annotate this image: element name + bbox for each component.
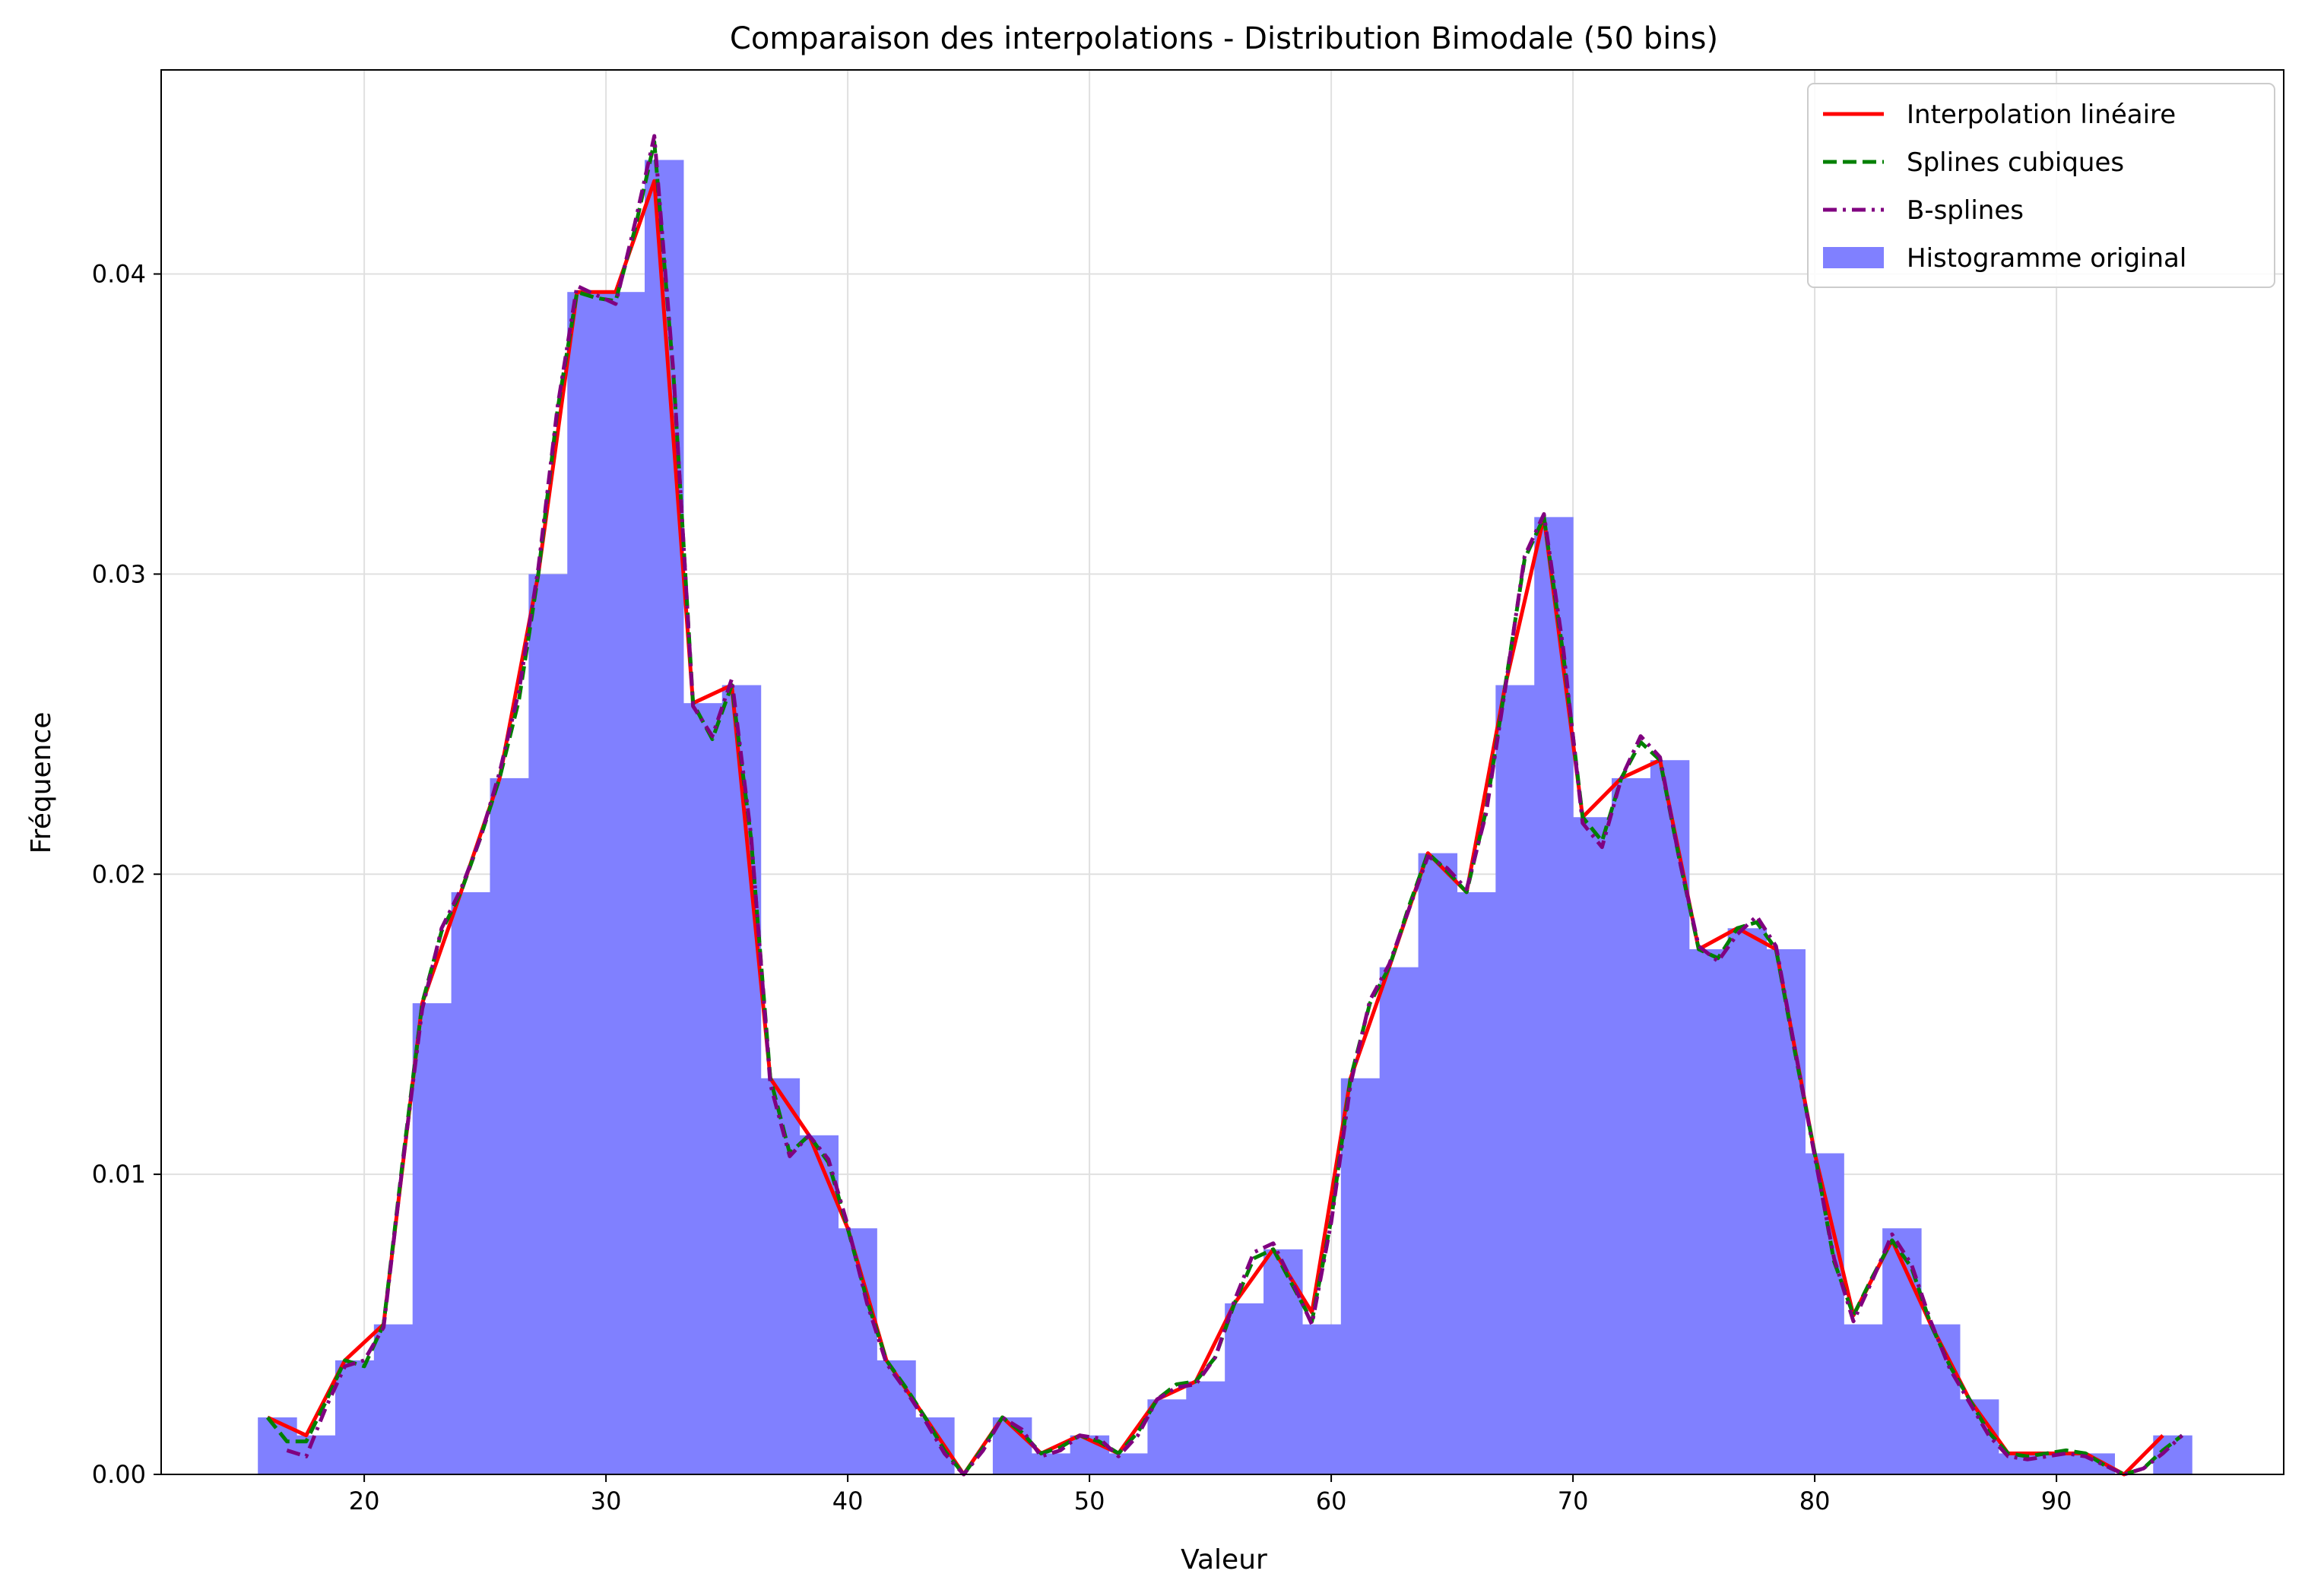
histogram-bar (1108, 1453, 1149, 1474)
legend-swatch (1823, 247, 1884, 268)
histogram-bar (1147, 1399, 1187, 1474)
x-tick-label: 50 (1074, 1487, 1105, 1515)
y-tick-label: 0.00 (92, 1460, 146, 1489)
histogram-bar (1457, 891, 1496, 1474)
histogram-bar (1727, 928, 1768, 1474)
y-axis-ticks: 0.00 0.01 0.02 0.03 0.04 (92, 260, 161, 1489)
x-axis-ticks: 20 30 40 50 60 70 80 90 (349, 1474, 2072, 1515)
histogram-bar (567, 292, 607, 1475)
x-tick-label: 80 (1799, 1487, 1831, 1515)
histogram-bar (490, 777, 529, 1474)
legend-label: Histogramme original (1907, 243, 2186, 274)
legend-label: Splines cubiques (1907, 147, 2124, 178)
histogram-bar (1302, 1324, 1342, 1474)
interpolation-lines (265, 134, 2184, 1477)
histogram-bar (1379, 967, 1419, 1474)
histogram-bar (721, 685, 762, 1474)
histogram-bar (1534, 517, 1574, 1475)
histogram-bar (1263, 1249, 1303, 1474)
histogram-bar (1186, 1381, 1225, 1474)
x-tick-label: 20 (349, 1487, 380, 1515)
legend-label: Interpolation linéaire (1907, 100, 2176, 130)
histogram-bar (373, 1324, 414, 1474)
y-tick-label: 0.03 (92, 559, 146, 588)
histogram-bar (1573, 817, 1612, 1474)
x-tick-label: 60 (1316, 1487, 1347, 1515)
histogram-bar (1225, 1303, 1264, 1474)
y-tick-label: 0.01 (92, 1160, 146, 1189)
histogram-bar (683, 703, 723, 1474)
legend-label: B-splines (1907, 195, 2024, 226)
histogram-bar (412, 1003, 452, 1474)
histogram-bar (606, 292, 645, 1475)
x-tick-label: 40 (832, 1487, 864, 1515)
histogram-bar (1766, 948, 1806, 1474)
histogram-bar (258, 1417, 297, 1474)
histogram-bar (1031, 1453, 1071, 1474)
histogram-bar (1844, 1324, 1883, 1474)
series-line-1 (266, 179, 2164, 1477)
chart-title: Comparaison des interpolations - Distrib… (730, 21, 1718, 56)
x-axis-label: Valeur (1181, 1544, 1267, 1575)
x-tick-label: 90 (2041, 1487, 2072, 1515)
histogram-bar (1340, 1078, 1381, 1474)
x-tick-label: 70 (1558, 1487, 1589, 1515)
y-tick-label: 0.02 (92, 860, 146, 888)
histogram-bar (1688, 948, 1729, 1474)
histogram-bar (915, 1417, 955, 1474)
histogram-bar (760, 1078, 801, 1474)
histogram-bar (334, 1360, 375, 1474)
y-axis-label: Fréquence (26, 712, 57, 854)
histogram-bar (451, 891, 491, 1474)
histogram-bar (1495, 685, 1535, 1474)
histogram-bar (528, 574, 568, 1474)
x-tick-label: 30 (591, 1487, 622, 1515)
plot-frame (160, 69, 2284, 1475)
histogram-bar (1998, 1453, 2038, 1474)
y-tick-label: 0.04 (92, 260, 146, 289)
legend-box (1807, 83, 2275, 288)
legend: Interpolation linéaire Splines cubiques B-… (1807, 83, 2275, 288)
histogram-bar (799, 1135, 839, 1474)
histogram-bar (644, 160, 684, 1474)
histogram-bar (1611, 777, 1651, 1474)
histogram-bar (1418, 853, 1458, 1474)
